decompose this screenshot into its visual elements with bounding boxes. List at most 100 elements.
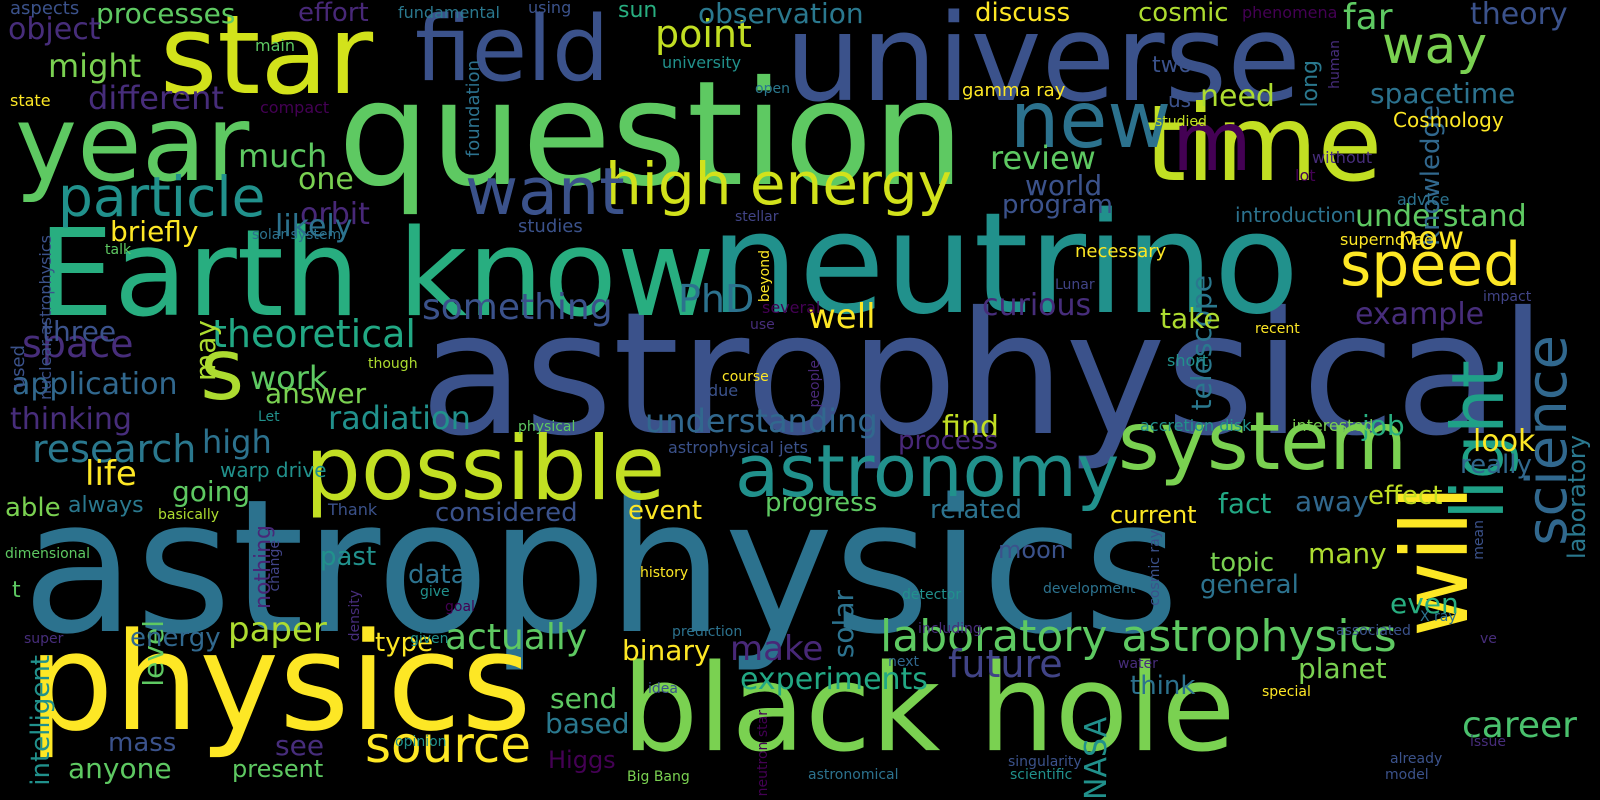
word-scientific: scientific [1010,767,1073,783]
word-ve: ve [1480,631,1497,647]
word-accretion-disk: accretion disk [1140,416,1252,435]
word-cosmic-ray: cosmic ray [1147,530,1163,606]
word-type: type [375,628,434,658]
word-way: way [1382,16,1488,76]
word-human: human [1327,40,1343,89]
word-detector: detector [902,587,962,603]
word-actually: actually [445,617,588,658]
word-studies: studies [518,216,583,237]
word-university: university [662,53,742,72]
word-source: source [365,716,532,774]
word-open: open [755,81,790,97]
word-idea: idea [648,681,678,697]
word-astronomy: astronomy [735,429,1120,513]
word-point: point [655,12,752,56]
word-general: general [1200,570,1299,600]
word-without: without [1312,148,1373,167]
word-three: three [42,315,117,348]
word-high: high [202,423,272,461]
word-binary: binary [622,634,711,667]
word-m: m [1172,95,1252,190]
word-something: something [422,287,613,328]
word-cosmology: Cosmology [1393,108,1504,132]
word-see: see [275,729,325,762]
word-advice: advice [1397,190,1450,209]
word-application: application [12,367,178,402]
word-main: main [255,36,295,55]
word-higgs: Higgs [548,746,616,774]
word-data: data [408,560,467,590]
word-want: want [465,155,625,230]
word-stellar: stellar [735,209,779,225]
word-always: always [68,493,144,518]
word-history: history [640,565,689,581]
word-away: away [1295,485,1369,518]
word-people: people [807,360,823,408]
word-send: send [550,682,618,715]
word-laboratory: laboratory [1563,435,1591,560]
word-neutrino: neutrino [710,183,1300,346]
word-dimensional: dimensional [5,546,90,562]
word-current: current [1110,501,1197,529]
word-related: related [930,495,1022,525]
word-might: might [48,47,142,85]
word-singularity: singularity [1008,754,1082,770]
word-astrophysics: astrophysics [22,459,1180,675]
word-fact: fact [1218,487,1272,520]
word-given: given [410,631,449,647]
word-question: question [338,50,965,219]
word-research: research [32,427,197,471]
word-based: based [545,707,630,740]
word-lot: lot [1295,166,1316,185]
word-us: us [1168,88,1192,112]
word-likely: likely [275,209,353,244]
word-issue: issue [1470,734,1506,750]
word-particle: particle [58,165,266,229]
word-star: star [160,0,374,119]
word-lunar: Lunar [1055,277,1095,293]
word-cosmic: cosmic [1138,0,1229,28]
word-sun: sun [618,0,658,23]
word-world: world [1025,169,1103,202]
word-energy: energy [130,623,221,653]
word-present: present [232,755,324,783]
word-effect: effect [1368,481,1443,511]
word-associated: associated [1336,623,1411,639]
word-basically: basically [158,507,219,523]
word-progress: progress [765,488,878,518]
word-beyond: beyond [757,250,773,303]
word-experiments: experiments [740,662,928,697]
word-different: different [88,79,224,117]
word-x-ray: X ray [1420,609,1457,625]
word-though: though [368,356,418,372]
word-career: career [1462,705,1577,746]
word-fundamental: fundamental [398,3,500,22]
word-aspects: aspects [10,0,80,19]
word-including: including [918,621,982,637]
word-give: give [420,584,450,600]
word-going: going [172,475,251,508]
word-understand: understand [1355,199,1527,234]
word-phd: PhD [678,277,755,321]
word-interested: interested [1292,416,1374,435]
word-find: find [942,410,999,445]
word-opinion: opinion [395,734,447,750]
word-much: much [238,137,328,175]
word-anyone: anyone [68,752,172,785]
word-work: work [250,359,328,397]
word-black-hole: black hole [622,640,1236,779]
word-development: development [1043,581,1136,597]
word-effort: effort [298,0,369,28]
word-moon: moon [998,536,1066,564]
word-several: several [762,298,821,317]
word-mean: mean [1471,520,1487,560]
word-already: already [1390,751,1443,767]
word-astrophysical-jets: astrophysical jets [668,438,809,457]
word-nasa: NASA [1079,716,1114,800]
word-look: look [1473,424,1536,459]
word-due: due [708,381,739,400]
word-special: special [1262,684,1311,700]
word-use: use [750,317,775,333]
word-using: using [528,0,572,17]
word-physical: physical [518,419,576,435]
